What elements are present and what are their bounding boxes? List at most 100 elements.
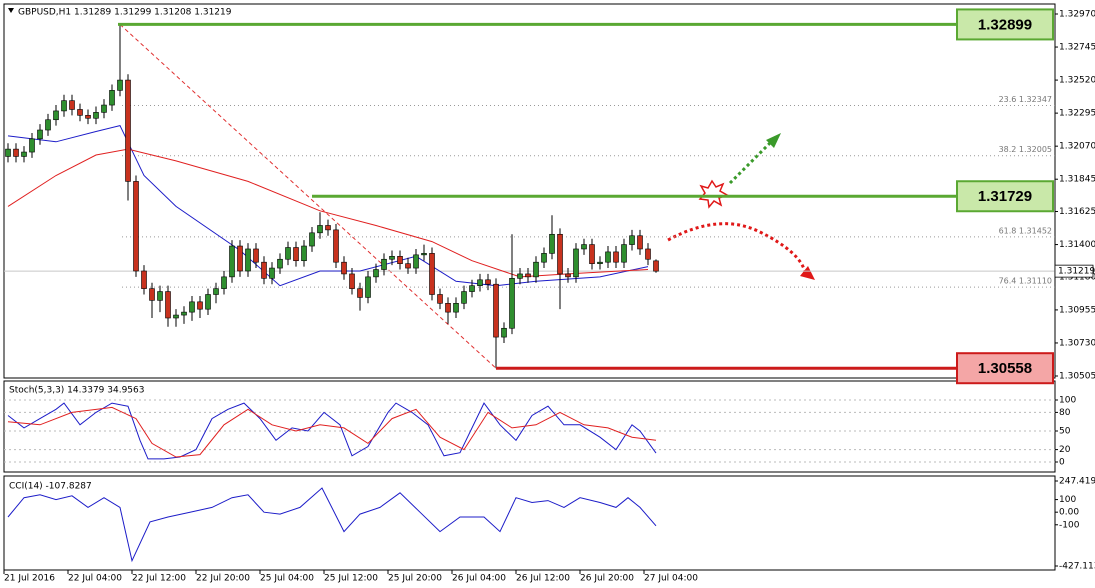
candle-body (565, 273, 571, 278)
x-tick-label: 25 Jul 20:00 (388, 574, 442, 584)
candle-body (229, 245, 235, 278)
level-label: 1.30558 (978, 360, 1032, 377)
x-tick-label: 22 Jul 04:00 (68, 574, 122, 584)
candle-body (389, 256, 395, 260)
indicator-line (7, 487, 657, 563)
y-tick-label: 80 (1059, 408, 1071, 418)
x-tick-label: 22 Jul 12:00 (132, 574, 186, 584)
candle-body (645, 248, 651, 260)
y-tick-label: 1.32070 (1059, 142, 1095, 152)
level-box (956, 8, 1054, 41)
y-tick-label: 100 (1059, 495, 1076, 505)
candle-body (149, 288, 155, 301)
main-panel (3, 3, 1056, 379)
candle-body (333, 229, 339, 263)
candle-body (469, 285, 475, 292)
x-tick-label: 25 Jul 12:00 (324, 574, 378, 584)
candle-body (197, 301, 203, 310)
candle-body (165, 291, 171, 319)
candle-body (157, 291, 163, 301)
candle-body (349, 273, 355, 289)
stoch-title: Stoch(5,3,3) 14.3379 34.9563 (9, 386, 144, 396)
candle-body (253, 248, 259, 263)
candle-body (597, 261, 603, 264)
candle-body (133, 181, 139, 272)
candle-body (245, 248, 251, 272)
cci-panel (3, 475, 1056, 571)
y-tick-label: 1.30505 (1059, 372, 1095, 382)
y-tick-label: -100 (1059, 520, 1080, 530)
indicator-line (7, 402, 657, 460)
fib-label: 61.8 1.31452 (999, 226, 1052, 235)
level-label: 1.31729 (978, 188, 1032, 205)
level-label: 1.32899 (978, 16, 1032, 33)
fib-label: 23.6 1.32347 (999, 95, 1052, 104)
candle-body (637, 235, 643, 250)
y-tick-label: 0.00 (1059, 508, 1079, 518)
chart-title: GBPUSD,H1 1.31289 1.31299 1.31208 1.3121… (18, 8, 232, 18)
candle-body (557, 233, 563, 275)
y-tick-label: -427.1136 (1059, 562, 1095, 572)
down-arrowhead (800, 266, 815, 280)
price-tag-label: 1.31219 (1058, 267, 1095, 277)
candle-body (85, 115, 91, 119)
price-tag (1054, 264, 1094, 278)
candle-body (445, 303, 451, 313)
fib-swing (119, 24, 497, 369)
candle-body (101, 104, 107, 113)
candle-body (629, 235, 635, 245)
candle-body (581, 244, 587, 250)
y-tick-label: 50 (1059, 427, 1071, 437)
candle-body (341, 261, 347, 275)
candle-body (453, 303, 459, 313)
candle-body (269, 267, 275, 279)
candle-body (653, 260, 659, 272)
candle-body (109, 90, 115, 106)
candle-body (261, 261, 267, 279)
candle-body (221, 276, 227, 289)
level-box (956, 352, 1054, 385)
candle-body (541, 253, 547, 263)
candle-body (277, 258, 283, 269)
candle-body (373, 269, 379, 278)
candle-body (205, 294, 211, 310)
candle-body (437, 294, 443, 304)
candle-body (21, 151, 27, 157)
candle-body (525, 273, 531, 278)
candle-body (573, 248, 579, 278)
candle-body (509, 278, 515, 329)
x-tick-label: 26 Jul 12:00 (516, 574, 570, 584)
candle-body (357, 288, 363, 298)
candle-body (45, 119, 51, 131)
candle-body (429, 253, 435, 295)
candle-body (549, 233, 555, 254)
candle-body (493, 283, 499, 338)
candle-body (405, 263, 411, 269)
y-tick-label: 1.30730 (1059, 338, 1095, 348)
candle-body (309, 232, 315, 247)
up-arrowhead (766, 133, 781, 148)
cci-title: CCI(14) -107.8287 (9, 482, 92, 492)
y-tick-label: 0 (1059, 458, 1065, 468)
y-tick-label: 1.30955 (1059, 305, 1095, 315)
x-tick-label: 22 Jul 20:00 (196, 574, 250, 584)
indicator-line (7, 125, 649, 287)
candle-body (485, 279, 491, 285)
level-box (956, 180, 1054, 213)
candle-body (501, 327, 507, 338)
indicator-line (7, 406, 657, 458)
candle-body (517, 273, 523, 279)
candle-body (77, 109, 83, 116)
candle-body (477, 279, 483, 286)
candle-body (117, 79, 123, 91)
y-tick-label: 247.4195 (1059, 477, 1095, 487)
x-tick-label: 21 Jul 2016 (4, 574, 55, 584)
stoch-panel (3, 380, 1056, 473)
y-tick-label: 1.32745 (1059, 43, 1095, 53)
candle-body (69, 100, 75, 110)
candle-body (5, 148, 11, 157)
candle-body (125, 79, 131, 182)
candle-body (173, 314, 179, 319)
candle-body (61, 100, 67, 112)
